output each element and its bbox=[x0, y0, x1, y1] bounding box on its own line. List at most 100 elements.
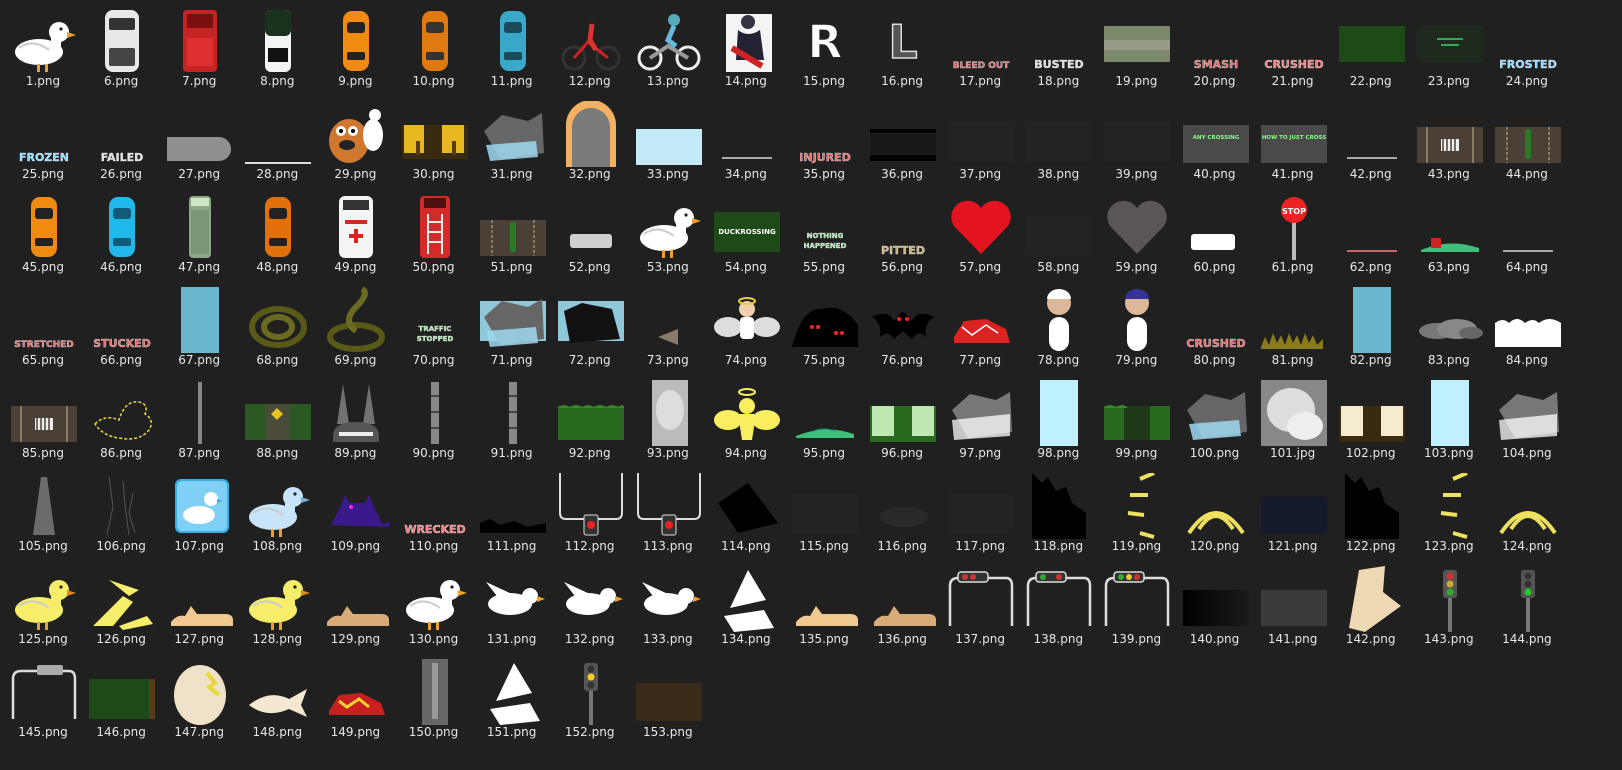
file-item[interactable]: 11.png bbox=[473, 4, 551, 90]
file-item[interactable]: 117.png bbox=[941, 469, 1019, 555]
file-item[interactable]: 77.png bbox=[941, 283, 1019, 369]
file-item[interactable]: 150.png bbox=[395, 655, 473, 741]
file-item[interactable]: NOTHING HAPPENED 55.png bbox=[785, 190, 863, 276]
file-item[interactable]: 50.png bbox=[395, 190, 473, 276]
file-item[interactable]: 125.png bbox=[4, 562, 82, 648]
file-item[interactable]: L 16.png bbox=[863, 4, 941, 90]
file-item[interactable]: 12.png bbox=[551, 4, 629, 90]
file-item[interactable]: 14.png bbox=[707, 4, 785, 90]
file-item[interactable]: 94.png bbox=[707, 376, 785, 462]
file-item[interactable]: 53.png bbox=[629, 190, 707, 276]
file-item[interactable]: 113.png bbox=[629, 469, 707, 555]
file-item[interactable]: 136.png bbox=[863, 562, 941, 648]
file-item[interactable]: 103.png bbox=[1410, 376, 1488, 462]
file-item[interactable]: 145.png bbox=[4, 655, 82, 741]
file-item[interactable]: 13.png bbox=[629, 4, 707, 90]
file-item[interactable]: 37.png bbox=[941, 97, 1019, 183]
file-item[interactable]: 63.png bbox=[1410, 190, 1488, 276]
file-item[interactable]: 57.png bbox=[941, 190, 1019, 276]
file-item[interactable]: 107.png bbox=[160, 469, 238, 555]
file-item[interactable]: 86.png bbox=[82, 376, 160, 462]
file-item[interactable]: 141.png bbox=[1254, 562, 1332, 648]
file-item[interactable]: STUCKED 66.png bbox=[82, 283, 160, 369]
file-item[interactable]: 47.png bbox=[160, 190, 238, 276]
file-item[interactable]: 33.png bbox=[629, 97, 707, 183]
file-item[interactable]: 36.png bbox=[863, 97, 941, 183]
file-item[interactable]: BUSTED 18.png bbox=[1019, 4, 1097, 90]
file-item[interactable]: 96.png bbox=[863, 376, 941, 462]
file-item[interactable]: 151.png bbox=[473, 655, 551, 741]
file-item[interactable]: 28.png bbox=[238, 97, 316, 183]
file-item[interactable]: CRUSHED 80.png bbox=[1176, 283, 1254, 369]
file-item[interactable]: 69.png bbox=[316, 283, 394, 369]
file-item[interactable]: 98.png bbox=[1019, 376, 1097, 462]
file-item[interactable]: 10.png bbox=[395, 4, 473, 90]
file-item[interactable]: 1.png bbox=[4, 4, 82, 90]
file-item[interactable]: 46.png bbox=[82, 190, 160, 276]
file-item[interactable]: 134.png bbox=[707, 562, 785, 648]
file-item[interactable]: 99.png bbox=[1097, 376, 1175, 462]
file-item[interactable]: 79.png bbox=[1097, 283, 1175, 369]
file-item[interactable]: CRUSHED 21.png bbox=[1254, 4, 1332, 90]
file-item[interactable]: 112.png bbox=[551, 469, 629, 555]
file-item[interactable]: 29.png bbox=[316, 97, 394, 183]
file-item[interactable]: 75.png bbox=[785, 283, 863, 369]
file-item[interactable]: 93.png bbox=[629, 376, 707, 462]
file-item[interactable]: 39.png bbox=[1097, 97, 1175, 183]
file-item[interactable]: BLEED OUT 17.png bbox=[941, 4, 1019, 90]
file-item[interactable]: 152.png bbox=[551, 655, 629, 741]
file-item[interactable]: 144.png bbox=[1488, 562, 1566, 648]
file-item[interactable]: 130.png bbox=[395, 562, 473, 648]
file-item[interactable]: 143.png bbox=[1410, 562, 1488, 648]
file-item[interactable]: 139.png bbox=[1097, 562, 1175, 648]
file-item[interactable]: 88.png bbox=[238, 376, 316, 462]
file-item[interactable]: 146.png bbox=[82, 655, 160, 741]
file-item[interactable]: 90.png bbox=[395, 376, 473, 462]
file-item[interactable]: 111.png bbox=[473, 469, 551, 555]
file-item[interactable]: 64.png bbox=[1488, 190, 1566, 276]
file-item[interactable]: 9.png bbox=[316, 4, 394, 90]
file-item[interactable]: 149.png bbox=[316, 655, 394, 741]
file-item[interactable]: 43.png bbox=[1410, 97, 1488, 183]
file-item[interactable]: 87.png bbox=[160, 376, 238, 462]
file-item[interactable]: 119.png bbox=[1097, 469, 1175, 555]
file-item[interactable]: 45.png bbox=[4, 190, 82, 276]
file-item[interactable]: 104.png bbox=[1488, 376, 1566, 462]
file-item[interactable]: 48.png bbox=[238, 190, 316, 276]
file-item[interactable]: 92.png bbox=[551, 376, 629, 462]
file-item[interactable]: 67.png bbox=[160, 283, 238, 369]
file-item[interactable]: 142.png bbox=[1332, 562, 1410, 648]
file-item[interactable]: 147.png bbox=[160, 655, 238, 741]
file-item[interactable]: 105.png bbox=[4, 469, 82, 555]
file-item[interactable]: 106.png bbox=[82, 469, 160, 555]
file-item[interactable]: 78.png bbox=[1019, 283, 1097, 369]
file-item[interactable]: 8.png bbox=[238, 4, 316, 90]
file-item[interactable]: 49.png bbox=[316, 190, 394, 276]
file-item[interactable]: 72.png bbox=[551, 283, 629, 369]
file-item[interactable]: 76.png bbox=[863, 283, 941, 369]
file-item[interactable]: TRAFFIC STOPPED 70.png bbox=[395, 283, 473, 369]
file-item[interactable]: 73.png bbox=[629, 283, 707, 369]
file-item[interactable]: STOP 61.png bbox=[1254, 190, 1332, 276]
file-item[interactable]: 38.png bbox=[1019, 97, 1097, 183]
file-item[interactable]: 148.png bbox=[238, 655, 316, 741]
file-item[interactable]: 44.png bbox=[1488, 97, 1566, 183]
file-item[interactable]: 97.png bbox=[941, 376, 1019, 462]
file-item[interactable]: PITTED 56.png bbox=[863, 190, 941, 276]
file-item[interactable]: FAILED 26.png bbox=[82, 97, 160, 183]
file-item[interactable]: 7.png bbox=[160, 4, 238, 90]
file-item[interactable]: 31.png bbox=[473, 97, 551, 183]
file-item[interactable]: 71.png bbox=[473, 283, 551, 369]
file-item[interactable]: 91.png bbox=[473, 376, 551, 462]
file-item[interactable]: 135.png bbox=[785, 562, 863, 648]
file-item[interactable]: 126.png bbox=[82, 562, 160, 648]
file-item[interactable]: 131.png bbox=[473, 562, 551, 648]
file-item[interactable]: 127.png bbox=[160, 562, 238, 648]
file-item[interactable]: STRETCHED 65.png bbox=[4, 283, 82, 369]
file-item[interactable]: 128.png bbox=[238, 562, 316, 648]
file-item[interactable]: 109.png bbox=[316, 469, 394, 555]
file-item[interactable]: 123.png bbox=[1410, 469, 1488, 555]
file-item[interactable]: 118.png bbox=[1019, 469, 1097, 555]
file-item[interactable]: 60.png bbox=[1176, 190, 1254, 276]
file-item[interactable]: FROSTED 24.png bbox=[1488, 4, 1566, 90]
